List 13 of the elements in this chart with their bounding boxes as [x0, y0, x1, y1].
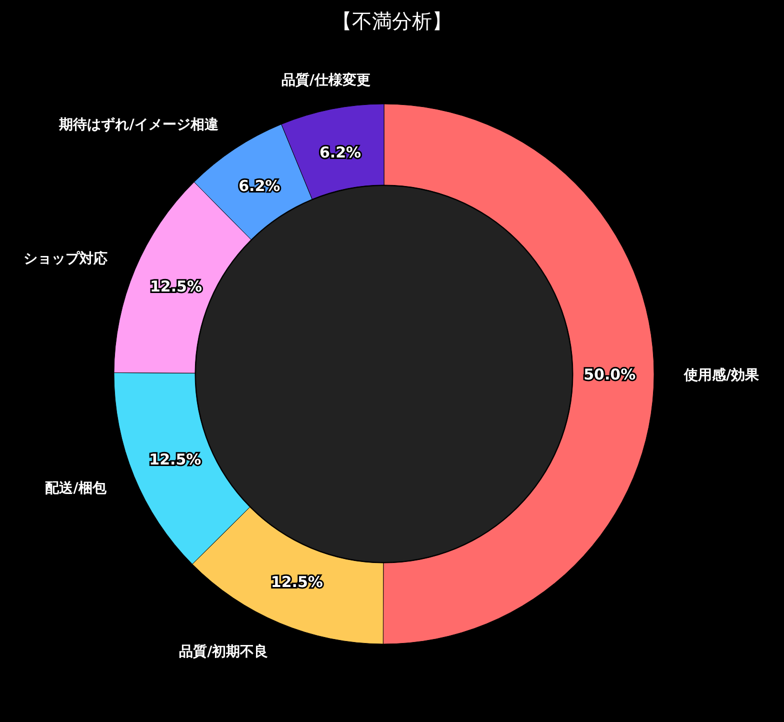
slice-label: ショップ対応: [23, 250, 108, 267]
data-label: 12.5%: [149, 450, 202, 468]
data-label: 6.2%: [319, 144, 362, 162]
data-label: 50.0%: [584, 365, 636, 384]
data-label: 6.2%: [238, 176, 280, 195]
data-label: 12.5%: [150, 278, 202, 296]
data-label: 12.5%: [270, 573, 323, 592]
chart-title: 【不満分析】: [332, 9, 452, 33]
slice-label: 品質/初期不良: [179, 642, 268, 660]
slice-label: 品質/仕様変更: [281, 72, 370, 89]
slice-label: 使用感/効果: [683, 367, 760, 384]
slice-label: 期待はずれ/イメージ相違: [58, 116, 220, 133]
slice-label: 配送/梱包: [45, 480, 108, 497]
